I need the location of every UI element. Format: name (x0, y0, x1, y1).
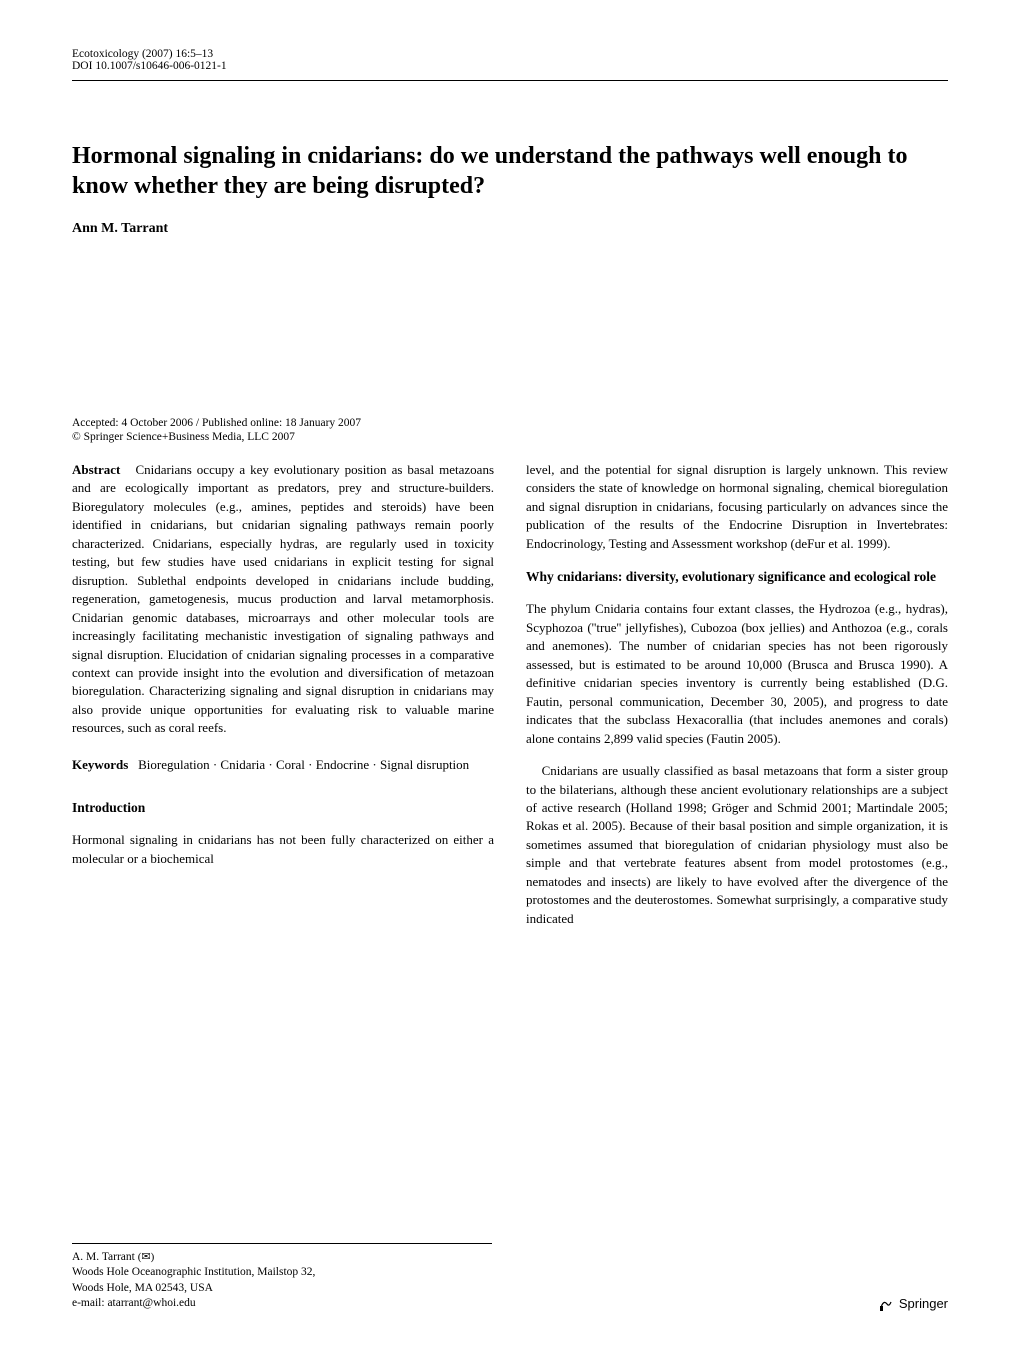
introduction-para1: Hormonal signaling in cnidarians has not… (72, 831, 494, 868)
keywords-text: Bioregulation · Cnidaria · Coral · Endoc… (138, 757, 469, 772)
why-para1: The phylum Cnidaria contains four extant… (526, 600, 948, 748)
article-title: Hormonal signaling in cnidarians: do we … (72, 141, 948, 201)
envelope-icon: (✉) (138, 1251, 155, 1263)
header-rule (72, 80, 948, 81)
copyright-line: © Springer Science+Business Media, LLC 2… (72, 431, 948, 443)
introduction-heading: Introduction (72, 798, 494, 817)
springer-footer: Springer (879, 1296, 948, 1312)
keywords-line: Keywords Bioregulation · Cnidaria · Cora… (72, 756, 494, 774)
author-block-name: A. M. Tarrant (72, 1251, 135, 1263)
author-name: Ann M. Tarrant (72, 221, 948, 237)
abstract-body: Cnidarians occupy a key evolutionary pos… (72, 462, 494, 735)
journal-line: Ecotoxicology (2007) 16:5–13 (72, 48, 948, 60)
author-affiliation-block: A. M. Tarrant (✉) Woods Hole Oceanograph… (72, 1243, 492, 1312)
author-email: e-mail: atarrant@whoi.edu (72, 1296, 492, 1312)
keywords-label: Keywords (72, 757, 128, 772)
author-address: Woods Hole, MA 02543, USA (72, 1281, 492, 1297)
col2-continuation: level, and the potential for signal disr… (526, 461, 948, 553)
journal-citation: Ecotoxicology (2007) 16:5–13 DOI 10.1007… (72, 48, 948, 72)
springer-logo-icon (879, 1298, 893, 1312)
corresponding-author: A. M. Tarrant (✉) (72, 1250, 492, 1266)
doi-line: DOI 10.1007/s10646-006-0121-1 (72, 60, 948, 72)
author-affiliation: Woods Hole Oceanographic Institution, Ma… (72, 1265, 492, 1281)
left-column: Abstract Cnidarians occupy a key evoluti… (72, 461, 494, 942)
abstract-label: Abstract (72, 462, 120, 477)
why-para2: Cnidarians are usually classified as bas… (526, 762, 948, 928)
abstract-paragraph: Abstract Cnidarians occupy a key evoluti… (72, 461, 494, 738)
page-header: Ecotoxicology (2007) 16:5–13 DOI 10.1007… (72, 48, 948, 72)
right-column: level, and the potential for signal disr… (526, 461, 948, 942)
two-column-layout: Abstract Cnidarians occupy a key evoluti… (72, 461, 948, 942)
publication-dates: Accepted: 4 October 2006 / Published onl… (72, 417, 948, 429)
springer-text: Springer (899, 1296, 948, 1311)
why-heading: Why cnidarians: diversity, evolutionary … (526, 567, 948, 586)
